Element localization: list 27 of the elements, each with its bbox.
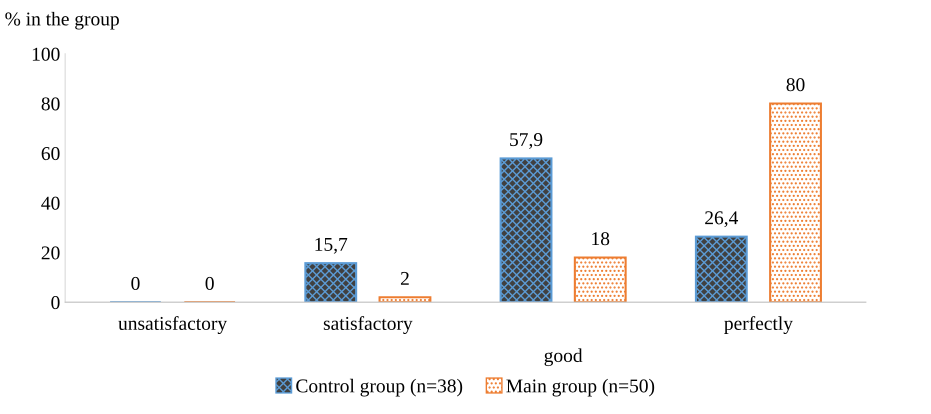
data-label: 57,9 [510,133,542,149]
data-label: 0 [206,276,214,290]
x-tick-label: satisfactory [324,316,413,334]
bar [500,157,552,302]
data-label: 80 [786,78,805,92]
x-tick-label: unsatisfactory [118,316,228,334]
bar [694,236,748,302]
data-label: 0 [131,276,140,290]
data-label: 26,4 [705,211,738,228]
bar [769,102,822,302]
y-tick-label: 40 [41,196,60,210]
x-tick-label: good [544,348,582,366]
y-tick-label: 20 [42,246,60,260]
x-tick-label: perfectly [724,316,793,334]
bar [304,262,358,302]
bar [378,296,432,302]
legend-label: Main group (n=50) [506,378,654,396]
data-label: 15,7 [315,238,348,254]
y-tick-label: 0 [51,296,60,310]
data-label: 18 [592,232,610,246]
data-label: 2 [400,272,409,285]
legend-label: Control group (n=38) [296,378,462,396]
bar [574,256,627,302]
y-axis-title: % in the group [5,12,119,30]
y-tick-label: 100 [32,48,60,61]
y-tick-label: 80 [42,97,60,110]
y-tick-label: 60 [42,146,60,160]
